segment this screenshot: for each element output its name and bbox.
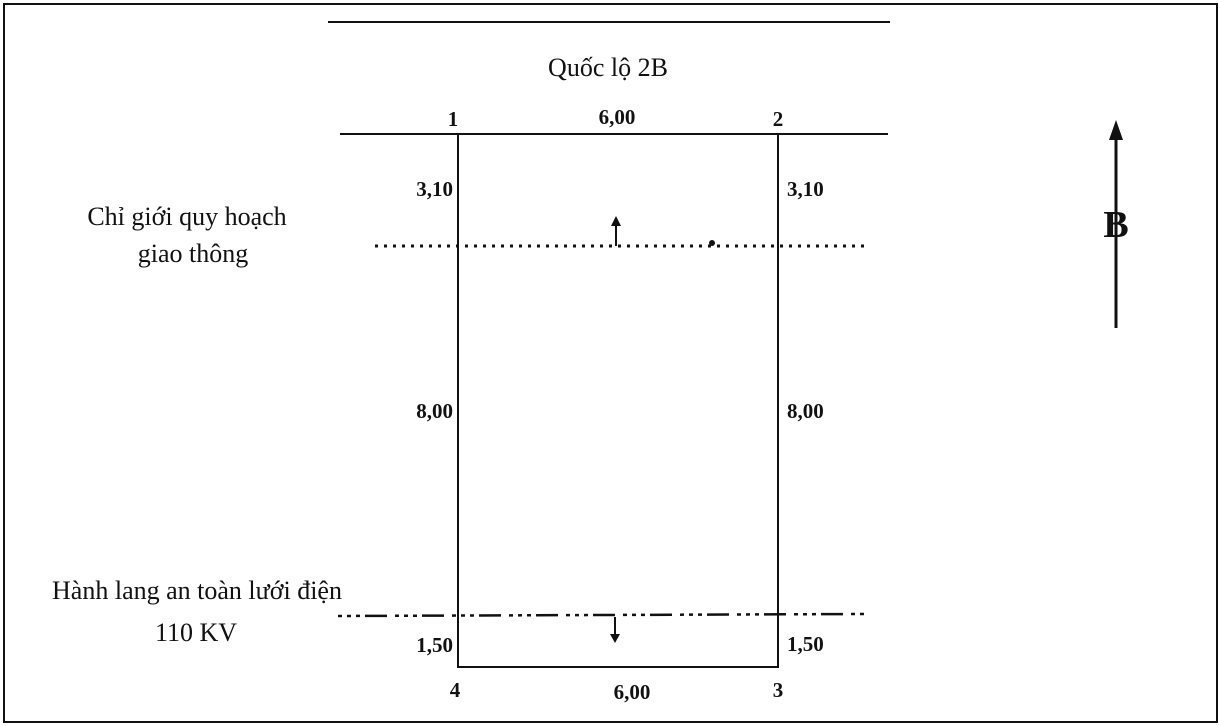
traffic-boundary-arrow-up-icon <box>611 216 621 226</box>
left-segment-bottom-label: 1,50 <box>416 633 453 657</box>
corner-label-3: 3 <box>773 678 784 702</box>
traffic-boundary-label-line1: Chỉ giới quy hoạch <box>87 202 286 231</box>
power-corridor-arrow-down-icon <box>610 634 620 643</box>
north-arrow-label: B <box>1103 204 1128 246</box>
road-name-label: Quốc lộ 2B <box>548 53 668 82</box>
corner-label-1: 1 <box>448 107 459 131</box>
power-corridor-label-line2: 110 KV <box>155 618 237 647</box>
corner-label-2: 2 <box>773 107 784 131</box>
traffic-boundary-label-line2: giao thông <box>138 239 249 268</box>
north-arrow-head-icon <box>1109 120 1123 140</box>
boundary-point-marker <box>709 240 715 246</box>
power-corridor-line <box>337 612 866 618</box>
top-width-label: 6,00 <box>599 105 636 129</box>
power-corridor-label-line1: Hành lang an toàn lưới điện <box>52 576 342 605</box>
diagram-frame <box>3 3 1218 723</box>
left-segment-top-label: 3,10 <box>416 177 453 201</box>
bottom-width-label: 6,00 <box>614 680 651 704</box>
corner-label-4: 4 <box>450 678 461 702</box>
right-segment-top-label: 3,10 <box>787 177 824 201</box>
left-segment-middle-label: 8,00 <box>416 399 453 423</box>
right-segment-middle-label: 8,00 <box>787 399 824 423</box>
lot-boundary <box>457 133 779 668</box>
right-segment-bottom-label: 1,50 <box>787 632 824 656</box>
